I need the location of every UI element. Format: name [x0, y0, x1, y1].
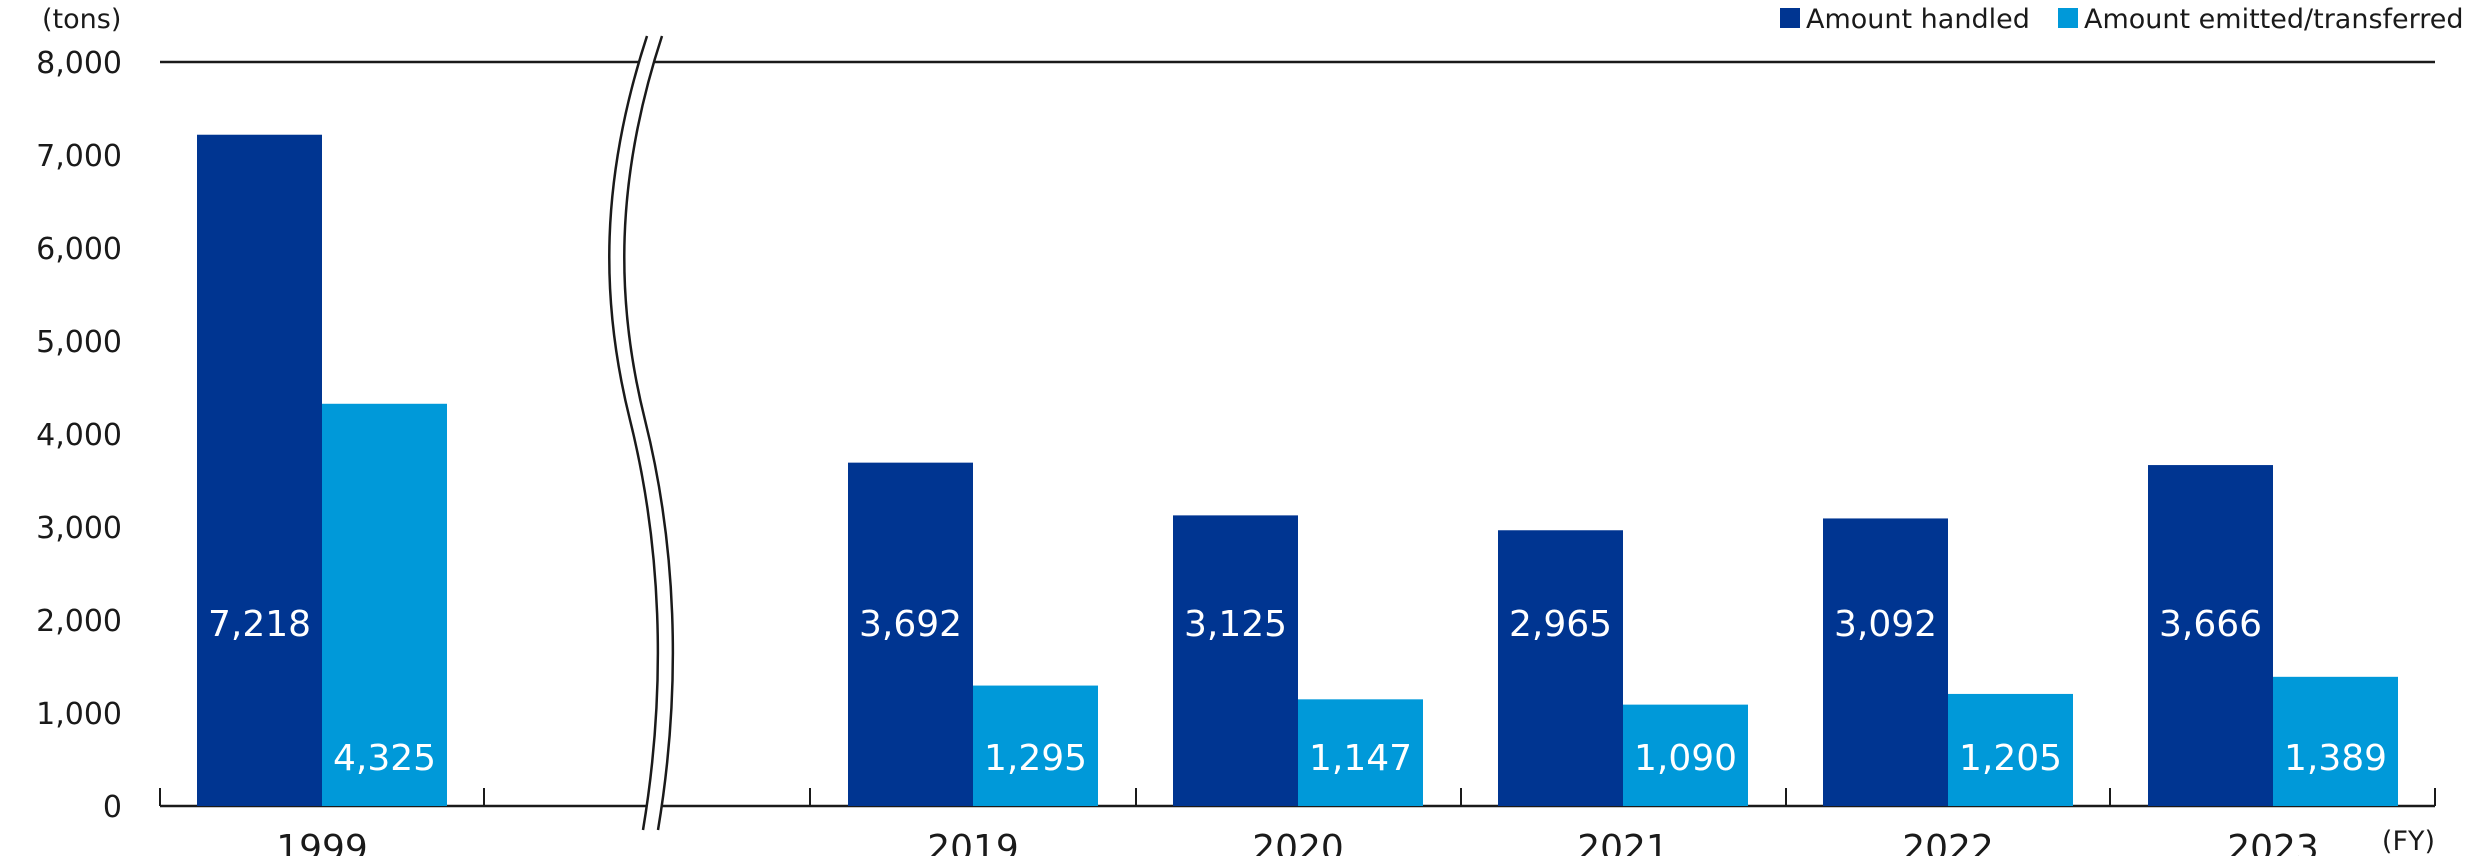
axis-break-line [623, 35, 675, 831]
legend-label: Amount handled [1806, 4, 2030, 35]
y-axis-unit-label: (tons) [42, 4, 121, 35]
bar-amount-emitted [1298, 699, 1423, 806]
bars [197, 134, 2398, 806]
legend-label: Amount emitted/transferred [2084, 4, 2464, 35]
bar-amount-emitted [973, 685, 1098, 806]
data-label-amount-handled: 3,092 [1834, 604, 1937, 645]
data-label-amount-emitted: 1,389 [2284, 738, 2387, 779]
data-label-amount-emitted: 1,205 [1959, 738, 2062, 779]
data-label-amount-handled: 3,125 [1184, 604, 1287, 645]
axis-break-line [608, 35, 660, 831]
y-tick-label: 6,000 [36, 232, 122, 267]
y-tick-label: 3,000 [36, 511, 122, 546]
legend-swatch [1780, 8, 1800, 28]
bar-amount-handled [2148, 465, 2273, 806]
legend: Amount handled Amount emitted/transferred [1780, 4, 2464, 35]
legend-swatch [2058, 8, 2078, 28]
y-tick-label: 0 [103, 790, 122, 825]
bar-amount-emitted [322, 403, 447, 806]
bar-amount-emitted [2273, 676, 2398, 806]
x-tick-label: 2020 [1252, 828, 1344, 856]
axis-break [608, 35, 675, 831]
x-tick-label: 2022 [1902, 828, 1994, 856]
y-tick-label: 8,000 [36, 46, 122, 81]
bar-amount-handled [1498, 530, 1623, 806]
data-label-amount-emitted: 1,090 [1634, 738, 1737, 779]
x-tick-label: 2019 [927, 828, 1019, 856]
x-tick-label: 2023 [2227, 828, 2319, 856]
x-tick-label: 2021 [1577, 828, 1669, 856]
axis-break-gap [609, 36, 673, 830]
bar-amount-emitted [1623, 704, 1748, 806]
bar-amount-handled [848, 462, 973, 806]
bar-amount-handled [1173, 515, 1298, 806]
x-tick-label: 1999 [276, 828, 368, 856]
x-axis-unit-label: (FY) [2382, 826, 2435, 856]
data-label-amount-emitted: 1,295 [984, 738, 1087, 779]
bar-amount-handled [1823, 518, 1948, 806]
data-label-amount-handled: 3,666 [2159, 604, 2262, 645]
y-tick-label: 5,000 [36, 325, 122, 360]
data-label-amount-emitted: 1,147 [1309, 738, 1412, 779]
bar-amount-emitted [1948, 693, 2073, 806]
y-tick-label: 1,000 [36, 697, 122, 732]
bar-amount-handled [197, 134, 322, 806]
data-label-amount-handled: 7,218 [208, 604, 311, 645]
data-label-amount-emitted: 4,325 [333, 738, 436, 779]
y-tick-label: 4,000 [36, 418, 122, 453]
data-labels: 7,218 4,325 3,692 1,295 3,125 1,147 2,965 1,090… [208, 604, 2387, 779]
data-label-amount-handled: 2,965 [1509, 604, 1612, 645]
data-label-amount-handled: 3,692 [859, 604, 962, 645]
y-tick-label: 7,000 [36, 139, 122, 174]
y-tick-label: 2,000 [36, 604, 122, 639]
